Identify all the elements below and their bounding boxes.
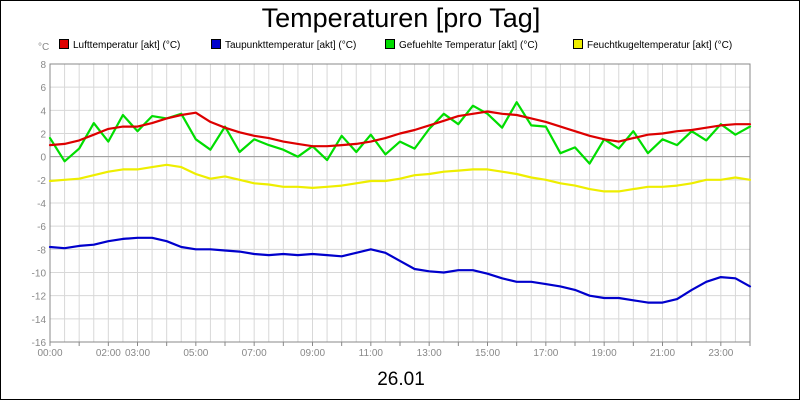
legend-label-taupunkttemperatur: Taupunkttemperatur [akt] (°C) — [225, 40, 357, 51]
x-tick-label: 17:00 — [533, 348, 558, 359]
y-tick-label: 0 — [40, 153, 46, 164]
x-tick-label: 00:00 — [37, 348, 62, 359]
legend-item-taupunkttemperatur: Taupunkttemperatur [akt] (°C) — [211, 39, 356, 51]
legend-item-gefuehlte-temperatur: Gefuehlte Temperatur [akt] (°C) — [385, 39, 538, 51]
x-tick-label: 07:00 — [242, 348, 267, 359]
x-tick-label: 13:00 — [417, 348, 442, 359]
y-tick-label: -6 — [37, 222, 46, 233]
legend-item-feuchtkugeltemperatur: Feuchtkugeltemperatur [akt] (°C) — [573, 39, 732, 51]
y-tick-label: 6 — [40, 83, 46, 94]
chart-title: Temperaturen [pro Tag] — [261, 3, 541, 33]
x-tick-label: 21:00 — [650, 348, 675, 359]
x-tick-label: 23:00 — [708, 348, 733, 359]
x-tick-label: 19:00 — [592, 348, 617, 359]
x-tick-label: 11:00 — [359, 348, 384, 359]
y-tick-label: -2 — [37, 176, 46, 187]
date-label: 26.01 — [377, 369, 425, 390]
y-tick-label: -12 — [32, 292, 47, 303]
x-tick-label: 15:00 — [475, 348, 500, 359]
x-tick-label: 05:00 — [183, 348, 208, 359]
series-line-2 — [48, 236, 752, 304]
series-line-1 — [48, 110, 752, 148]
legend-label-lufttemperatur: Lufttemperatur [akt] (°C) — [73, 40, 181, 51]
series-line-4 — [48, 163, 752, 193]
legend-swatch-gefuehlte-temperatur — [385, 39, 395, 49]
legend-swatch-taupunkttemperatur — [211, 39, 221, 49]
y-axis-unit-label: °C — [38, 42, 50, 53]
y-tick-label: -8 — [37, 245, 46, 256]
plot-border — [49, 63, 751, 343]
y-tick-label: 8 — [40, 60, 46, 71]
y-tick-label: -16 — [32, 338, 47, 349]
legend-label-feuchtkugeltemperatur: Feuchtkugeltemperatur [akt] (°C) — [587, 40, 733, 51]
x-tick-label: 02:00 — [96, 348, 121, 359]
x-tick-label: 03:00 — [125, 348, 150, 359]
y-tick-label: -14 — [32, 315, 47, 326]
y-tick-label: -4 — [37, 199, 46, 210]
y-tick-label: -10 — [32, 269, 47, 280]
legend-label-gefuehlte-temperatur: Gefuehlte Temperatur [akt] (°C) — [399, 40, 538, 51]
legend-swatch-lufttemperatur — [59, 39, 69, 49]
legend-swatch-feuchtkugeltemperatur — [573, 39, 583, 49]
legend-item-lufttemperatur: Lufttemperatur [akt] (°C) — [59, 39, 180, 51]
y-tick-label: 2 — [40, 130, 46, 141]
x-tick-label: 09:00 — [300, 348, 325, 359]
y-tick-label: 4 — [40, 106, 46, 117]
